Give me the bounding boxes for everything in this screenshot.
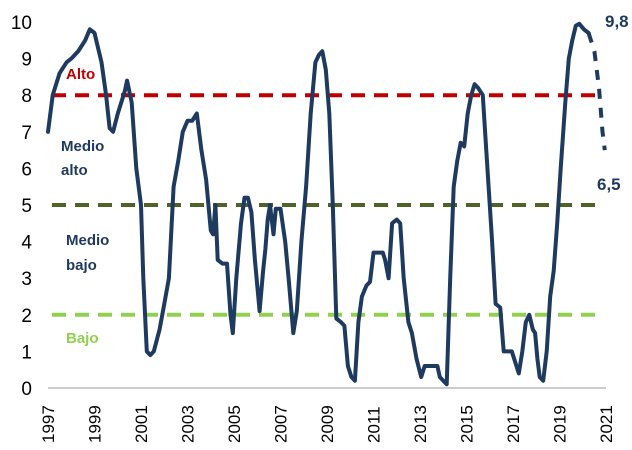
x-tick-label: 2015 xyxy=(458,405,477,443)
x-tick-label: 2005 xyxy=(225,405,244,443)
y-tick-label: 7 xyxy=(21,123,32,144)
zone-label-medio-alto-line2: alto xyxy=(61,162,88,179)
series-line-dashed xyxy=(586,32,607,151)
series-layer xyxy=(46,21,607,387)
end-label-low: 6,5 xyxy=(597,175,621,194)
x-tick-label: 2017 xyxy=(504,405,523,443)
end-label-high: 9,8 xyxy=(605,12,629,31)
x-tick-label: 2001 xyxy=(132,405,151,443)
zone-labels: Alto Medio alto Medio bajo Bajo xyxy=(61,66,109,347)
x-tick-labels: 1997 1999 2001 2003 2005 2007 2009 2011 2013 2015… xyxy=(39,405,616,443)
y-tick-label: 2 xyxy=(21,306,32,327)
x-tick-label: 2009 xyxy=(318,405,337,443)
zone-label-medio-bajo-line2: bajo xyxy=(66,257,97,274)
x-tick-label: 2013 xyxy=(411,405,430,443)
y-tick-label: 6 xyxy=(21,159,32,180)
y-tick-label: 4 xyxy=(21,233,32,254)
x-tick-label: 2011 xyxy=(365,406,384,443)
x-tick-label: 1999 xyxy=(86,405,105,443)
y-tick-label: 5 xyxy=(21,196,32,217)
zone-label-medio-alto-line1: Medio xyxy=(61,138,104,155)
y-tick-label: 10 xyxy=(11,13,32,34)
x-tick-label: 2003 xyxy=(179,405,198,443)
end-value-labels: 9,8 6,5 xyxy=(597,12,629,194)
zone-label-medio-bajo-line1: Medio xyxy=(66,232,109,249)
y-tick-label: 3 xyxy=(21,269,32,290)
zone-label-alto: Alto xyxy=(66,66,95,83)
x-tick-label: 2021 xyxy=(597,405,616,443)
y-tick-label: 0 xyxy=(21,379,32,400)
zone-label-bajo: Bajo xyxy=(66,330,99,347)
y-tick-labels: 0 1 2 3 4 5 6 7 8 9 10 xyxy=(11,13,33,400)
y-tick-label: 9 xyxy=(21,50,32,71)
x-tick-label: 1997 xyxy=(39,405,58,443)
series-line-solid xyxy=(46,21,591,387)
x-tick-label: 2007 xyxy=(272,405,291,443)
y-tick-label: 1 xyxy=(21,342,32,363)
x-tick-label: 2019 xyxy=(551,405,570,443)
y-tick-label: 8 xyxy=(21,86,32,107)
